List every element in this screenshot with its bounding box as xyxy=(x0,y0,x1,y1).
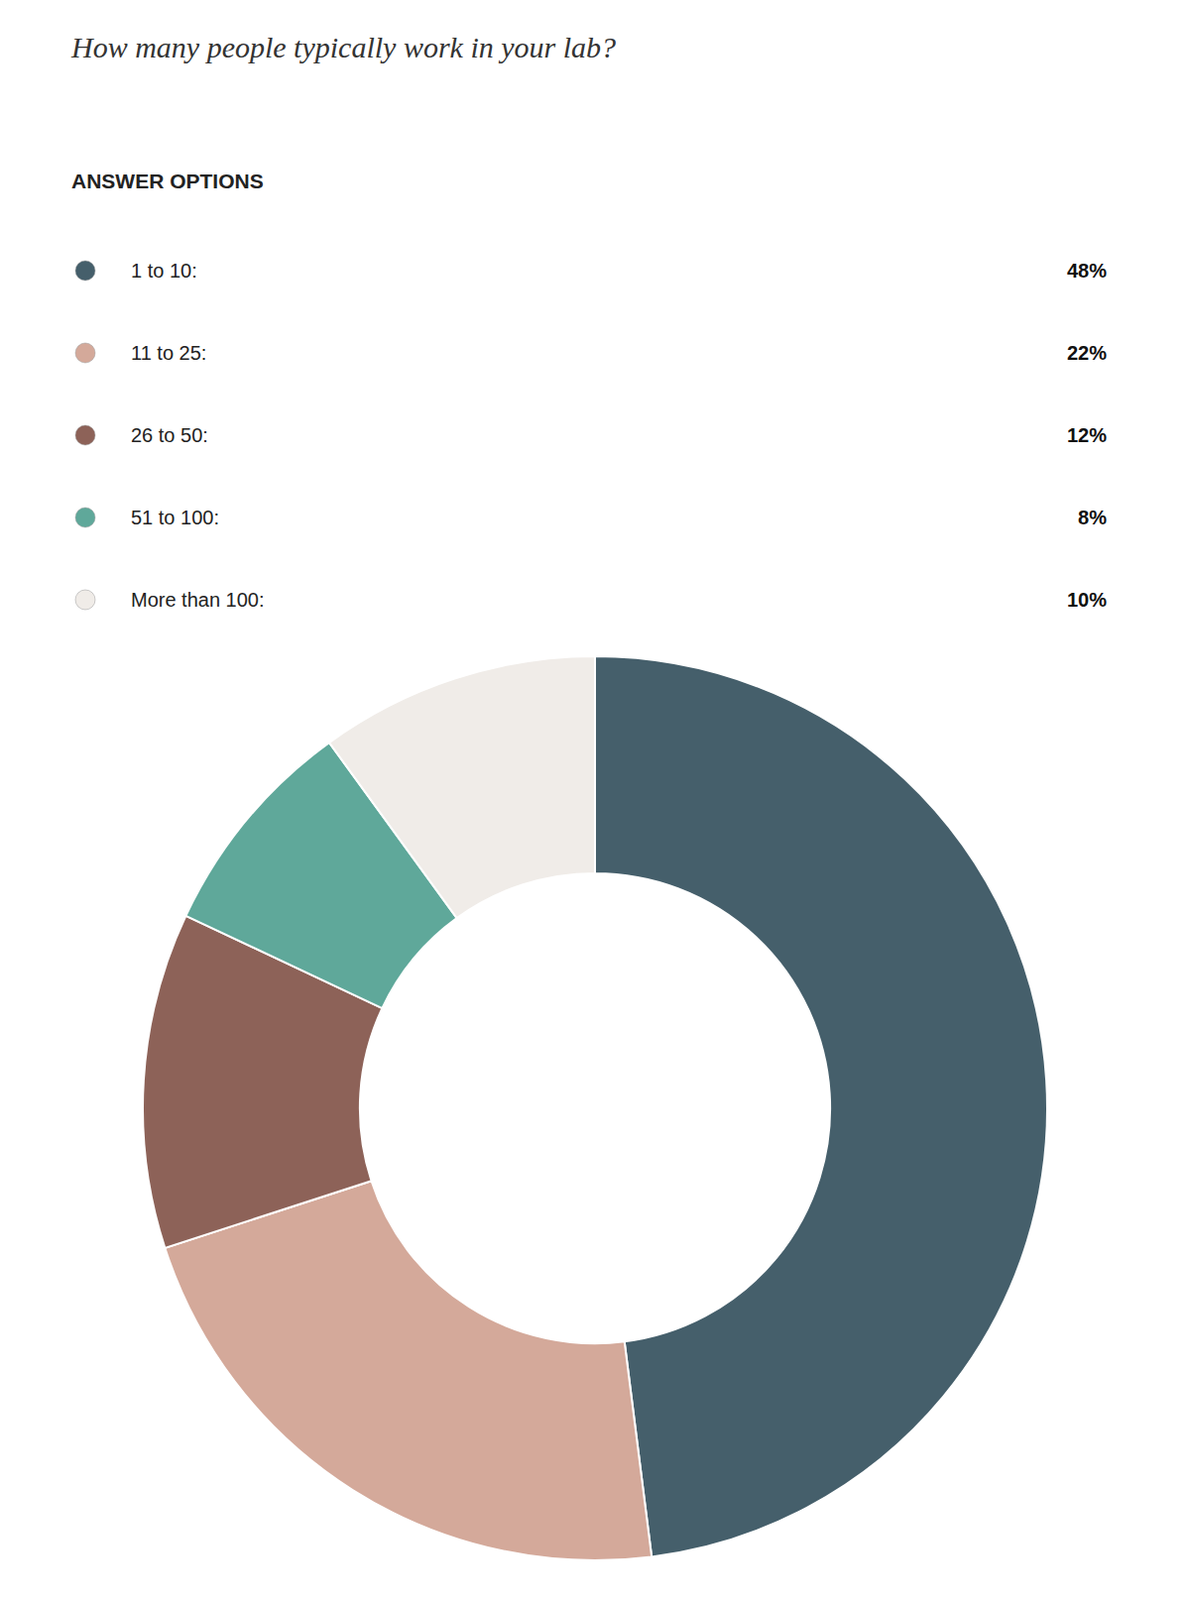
legend-value: 8% xyxy=(1077,506,1107,529)
legend-value: 22% xyxy=(1067,342,1107,364)
legend-item: 1 to 10: 48% xyxy=(75,259,1107,282)
legend-swatch xyxy=(75,590,96,610)
slice xyxy=(164,1181,652,1561)
chart: How many people typically work in your l… xyxy=(0,0,1190,1600)
legend-item: 26 to 50: 12% xyxy=(75,424,1107,447)
legend-value: 48% xyxy=(1067,259,1107,282)
title: How many people typically work in your l… xyxy=(70,30,616,64)
legend-swatch xyxy=(75,343,96,363)
legend-value: 12% xyxy=(1067,424,1107,447)
legend-item: 11 to 25: 22% xyxy=(75,342,1107,364)
legend-value: 10% xyxy=(1067,589,1107,611)
legend-swatch xyxy=(75,260,96,281)
legend-swatch xyxy=(75,425,96,446)
legend-label: More than 100: xyxy=(130,589,265,611)
legend-label: 11 to 25: xyxy=(130,342,207,364)
legend-label: 51 to 100: xyxy=(130,506,220,529)
legend-item: 51 to 100: 8% xyxy=(75,506,1107,529)
slice xyxy=(329,656,595,919)
legend-swatch xyxy=(75,507,96,528)
donut xyxy=(142,656,1048,1561)
legend: ANSWER OPTIONS 1 to 10: 48% 11 to 25: 22% 26 … xyxy=(71,169,1107,611)
legend-header: ANSWER OPTIONS xyxy=(71,169,264,193)
legend-label: 1 to 10: xyxy=(130,259,198,282)
legend-label: 26 to 50: xyxy=(130,424,209,447)
slice xyxy=(595,656,1048,1557)
legend-item: More than 100: 10% xyxy=(75,589,1107,611)
